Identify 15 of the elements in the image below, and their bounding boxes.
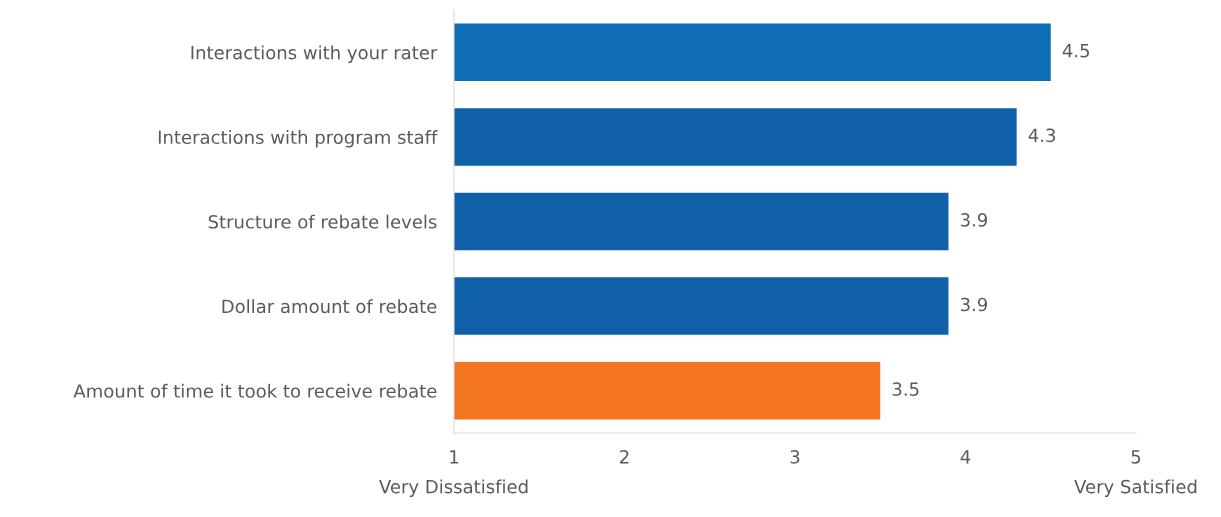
y-tick-label: Structure of rebate levels [208, 214, 437, 229]
x-tick-label: 3 [790, 449, 800, 464]
x-tick-label: 4 [960, 450, 971, 464]
y-tick-label: Interactions with program staff [158, 130, 438, 148]
y-tick-label: Interactions with your rater [191, 45, 438, 63]
data-label: 3.9 [960, 213, 988, 227]
y-tick-label: Dollar amount of rebate [222, 299, 437, 314]
data-label: 4.5 [1062, 44, 1089, 58]
data-label: 4.3 [1028, 128, 1056, 143]
x-tick-label: 1 Very Dissatisfied [379, 450, 528, 497]
data-label: 3.5 [892, 382, 919, 396]
data-label: 3.9 [960, 297, 988, 312]
y-tick-label: Amount of time it took to receive rebate [73, 383, 437, 398]
x-tick-label: 2 [620, 449, 629, 464]
x-tick-label: 5 Very Satisfied [1074, 450, 1197, 497]
